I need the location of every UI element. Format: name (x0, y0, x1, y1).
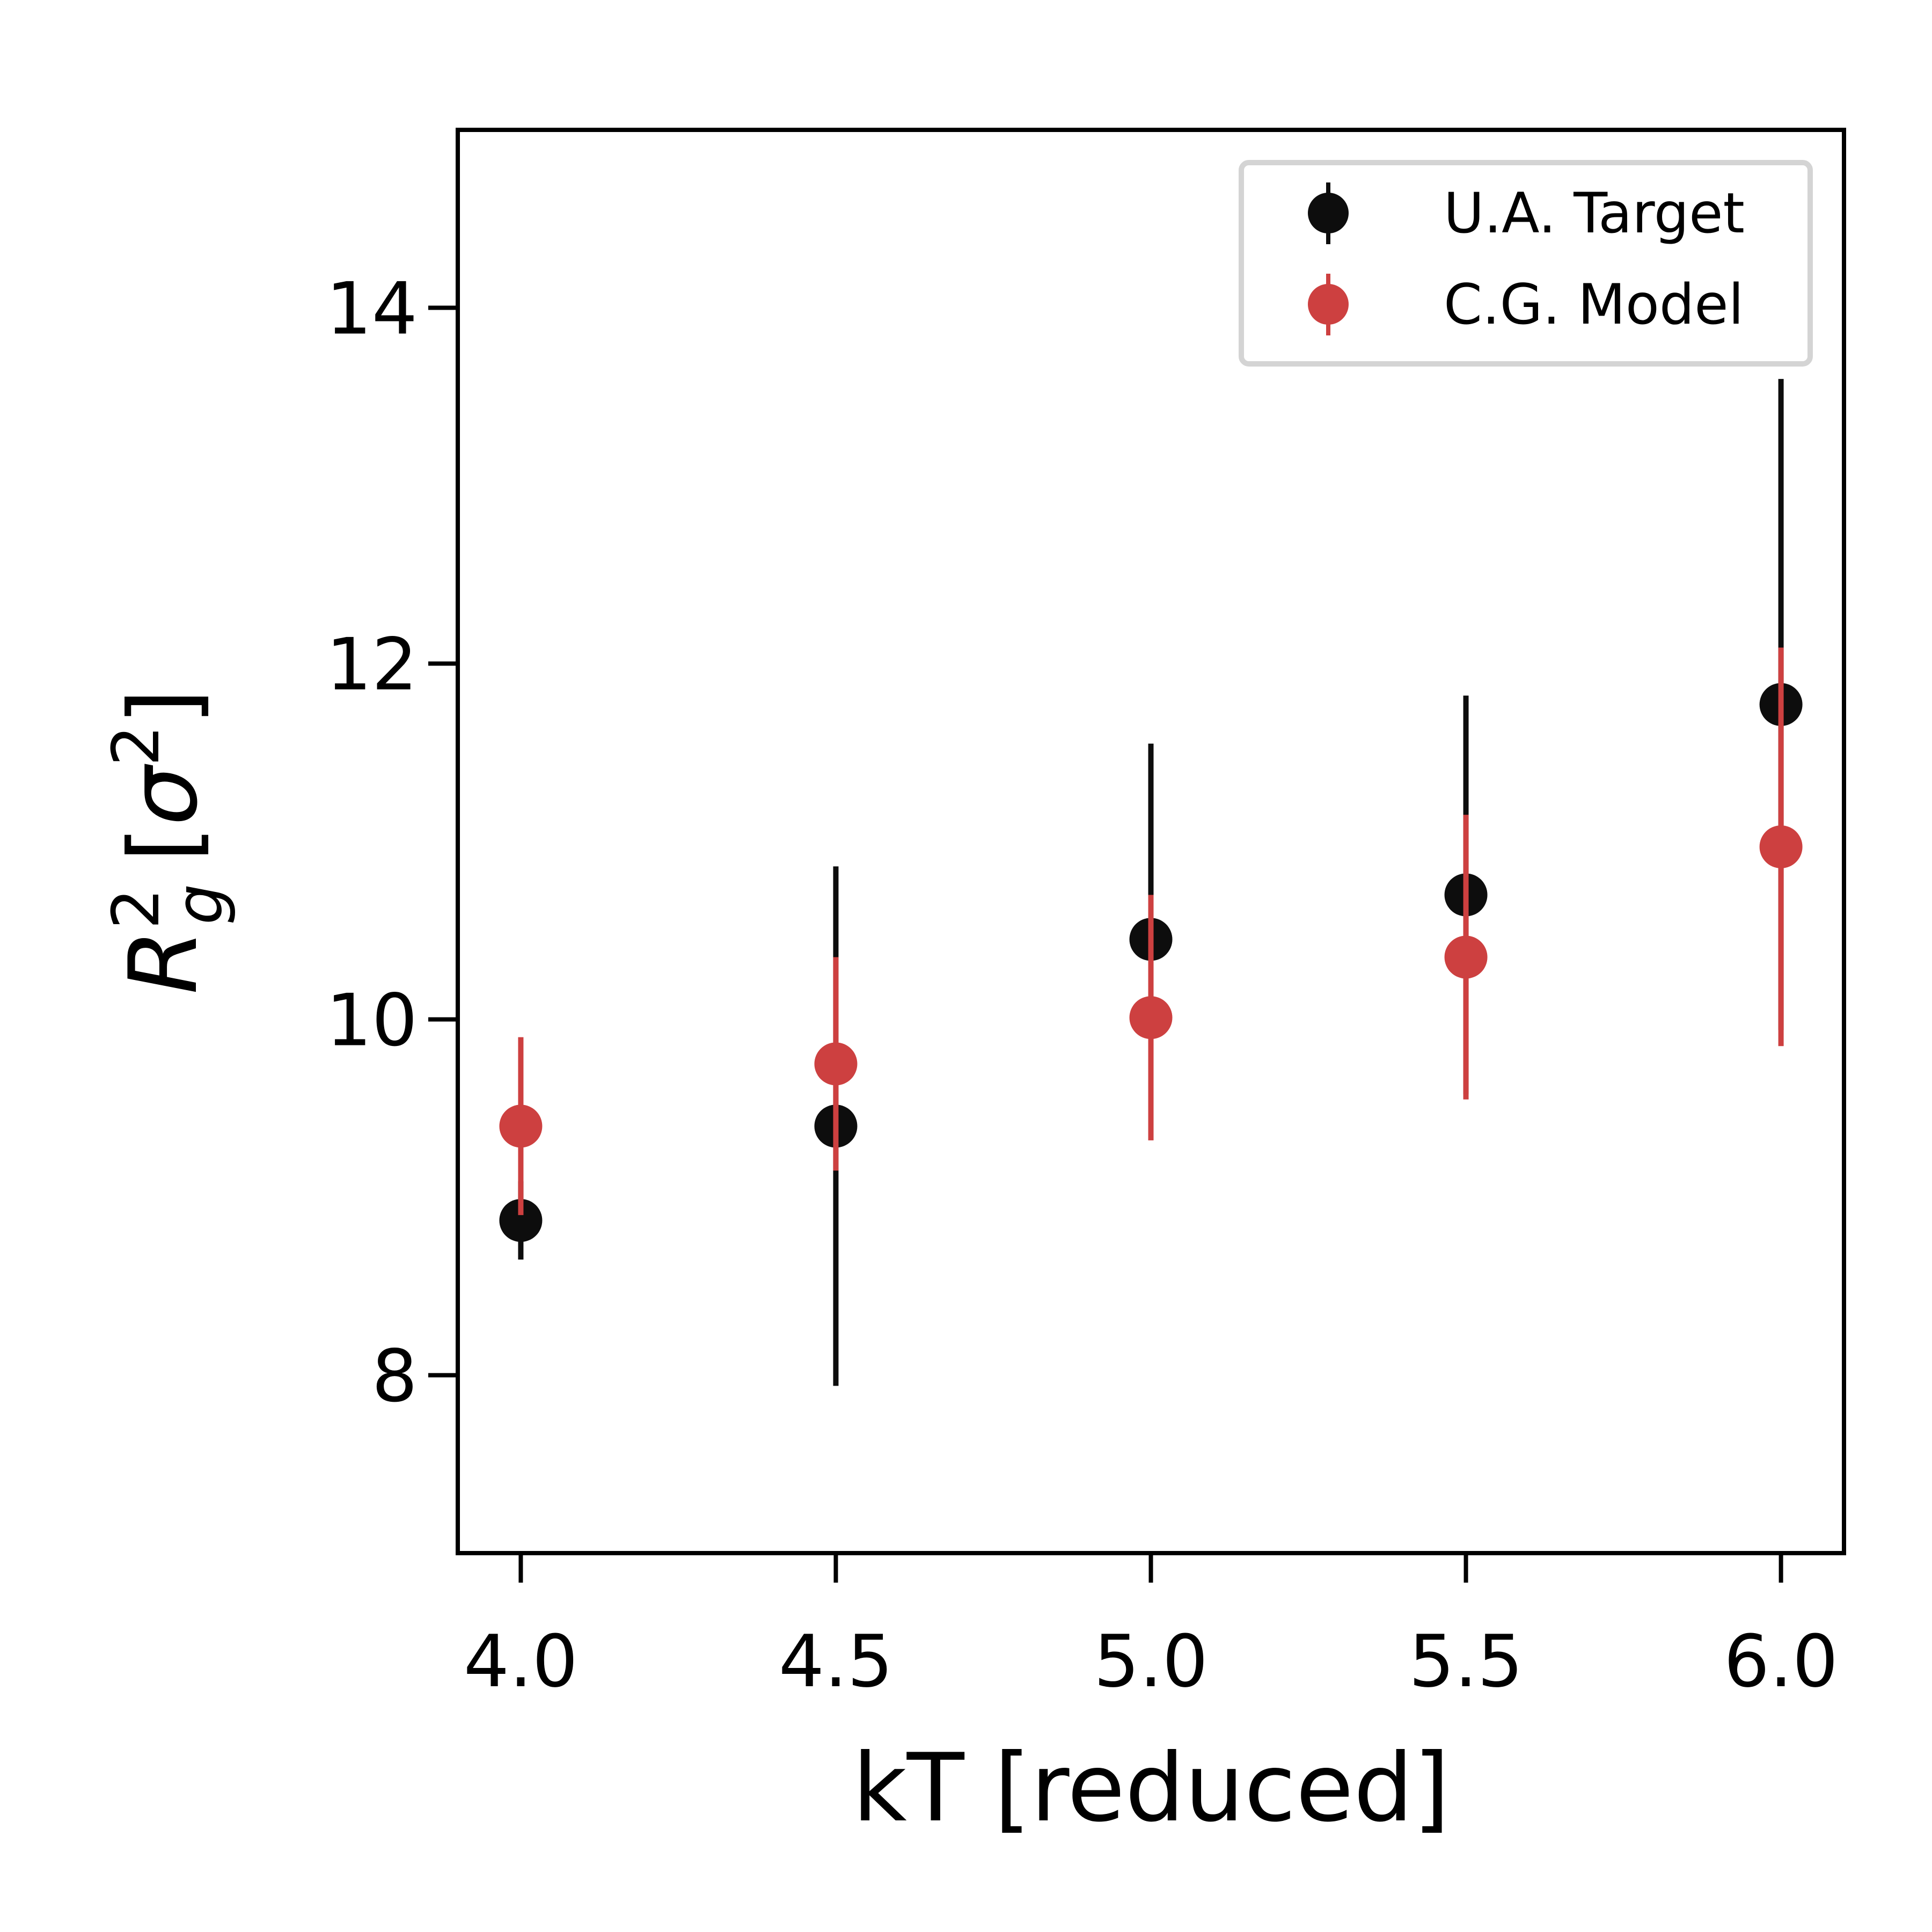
x-tick-label: 4.0 (464, 1620, 578, 1703)
x-tick-label: 6.0 (1724, 1620, 1838, 1703)
legend-box (1239, 160, 1813, 367)
y-label-unit-close: ] (109, 689, 218, 725)
y-axis-label: R2g[σ2] (99, 689, 237, 994)
y-label-subscript: g (163, 884, 237, 925)
legend-marker-ua-point (1308, 193, 1349, 233)
x-tick-label: 5.0 (1094, 1620, 1208, 1703)
x-tick-label: 5.5 (1409, 1620, 1523, 1703)
series-ua-target (499, 379, 1803, 1386)
cg-model-point (1129, 996, 1173, 1040)
x-axis-label: kT [reduced] (852, 1734, 1450, 1843)
legend-marker-cg-point (1308, 284, 1349, 325)
y-tick-label: 12 (326, 623, 418, 707)
y-label-unit-symbol: σ (109, 764, 218, 826)
cg-model-point (1759, 825, 1803, 868)
legend: U.A. Target C.G. Model (1239, 160, 1813, 367)
y-tick-label: 14 (326, 267, 418, 351)
legend-label-cg-model: C.G. Model (1444, 273, 1744, 337)
y-label-superscript: 2 (99, 888, 174, 929)
ua-target-point (499, 1199, 543, 1242)
x-ticks: 4.0 4.5 5.0 5.5 6.0 (464, 1553, 1838, 1703)
y-label-base: R (109, 929, 218, 994)
svg-text:R2g[σ2]: R2g[σ2] (99, 689, 237, 994)
cg-model-point (1444, 935, 1488, 979)
y-label-unit-open: [ (109, 826, 218, 862)
series-layer (499, 379, 1803, 1386)
y-label-unit-superscript: 2 (99, 725, 174, 766)
y-ticks: 8 10 12 14 (326, 267, 458, 1418)
legend-entry-ua-target: U.A. Target (1308, 181, 1745, 246)
cg-model-point (814, 1042, 858, 1086)
series-cg-model (499, 647, 1803, 1216)
cg-model-point (499, 1104, 543, 1148)
y-tick-label: 8 (372, 1335, 418, 1418)
y-tick-label: 10 (326, 979, 418, 1063)
plot-frame (456, 128, 1846, 1555)
legend-entry-cg-model: C.G. Model (1308, 273, 1744, 337)
x-tick-label: 4.5 (779, 1620, 893, 1703)
legend-label-ua-target: U.A. Target (1444, 181, 1745, 246)
